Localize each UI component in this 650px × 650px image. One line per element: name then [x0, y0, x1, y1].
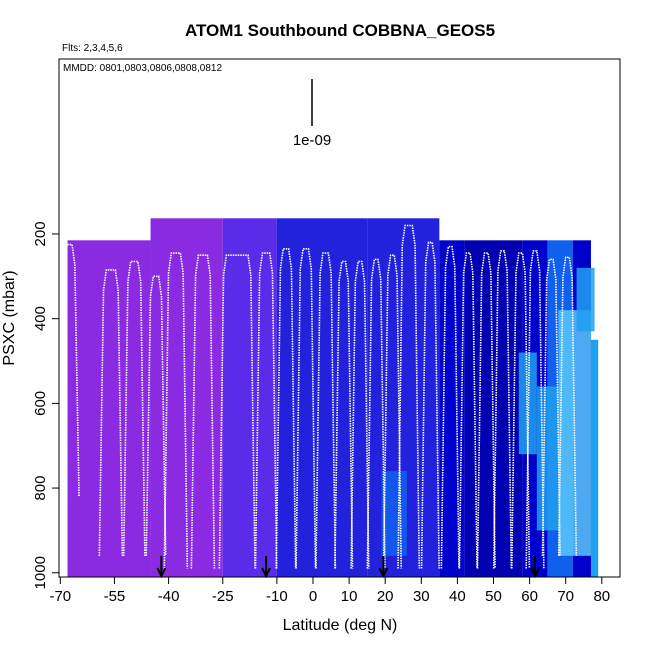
x-tick-label: -10 — [266, 588, 288, 605]
flight-profile — [541, 258, 561, 556]
flight-profile — [254, 252, 278, 569]
flight-profile — [440, 245, 460, 569]
heatmap-patch — [381, 471, 407, 556]
x-tick-label: 70 — [557, 588, 574, 605]
heatmap-column — [222, 218, 277, 577]
flight-profile — [476, 252, 496, 569]
flight-profile — [190, 254, 216, 569]
flight-profile — [420, 241, 440, 569]
heatmap-patch — [576, 267, 595, 332]
heatmap-column — [590, 339, 599, 577]
flight-profile — [458, 252, 478, 569]
flight-profiles — [59, 224, 578, 569]
x-tick-label: 0 — [309, 588, 317, 605]
arrow-head — [378, 567, 389, 579]
heatmap-column — [67, 240, 151, 577]
y-tick-label: 1000 — [32, 556, 49, 589]
flight-profile — [510, 252, 531, 569]
flight-profile — [98, 269, 124, 556]
flight-profile — [366, 258, 386, 569]
flight-profile — [295, 247, 317, 569]
y-tick-label: 800 — [32, 476, 49, 501]
arrow-marker — [156, 556, 167, 579]
x-tick-label: 40 — [449, 588, 466, 605]
scale-legend: 1e-09 — [293, 79, 331, 149]
x-tick-label: 80 — [593, 588, 610, 605]
flight-profile — [275, 247, 297, 569]
plot-frame — [58, 58, 621, 578]
x-tick-label: -70 — [49, 588, 71, 605]
y-tick-label: 400 — [32, 306, 49, 331]
flight-profile — [557, 256, 578, 556]
flights-note: Flts: 2,3,4,5,6 — [62, 43, 123, 54]
arrow-marker — [378, 556, 389, 579]
scale-legend-label: 1e-09 — [293, 132, 331, 149]
flight-profile — [382, 254, 403, 569]
x-axis-label: Latitude (deg N) — [283, 617, 398, 634]
plot-area — [59, 218, 599, 577]
flight-profile — [145, 275, 167, 556]
x-tick-label: 20 — [377, 588, 394, 605]
flight-profile — [492, 250, 513, 569]
chart-title: ATOM1 Southbound COBBNA_GEOS5 — [185, 21, 495, 40]
flight-profile — [163, 252, 189, 569]
y-axis-label: PSXC (mbar) — [1, 270, 18, 365]
arrow-marker — [530, 556, 540, 579]
y-tick-label: 200 — [32, 221, 49, 246]
dates-note: MMDD: 0801,0803,0806,0808,0812 — [63, 63, 222, 74]
x-tick-label: 30 — [413, 588, 430, 605]
arrow-head — [156, 567, 167, 579]
flight-profile — [334, 260, 354, 569]
arrows — [156, 556, 540, 579]
arrow-marker — [261, 556, 271, 579]
arrow-head — [261, 567, 271, 579]
arrow-head — [530, 567, 540, 579]
x-tick-label: 60 — [521, 588, 538, 605]
x-tick-label: -55 — [104, 588, 126, 605]
heatmap-patch — [536, 386, 559, 531]
x-tick-label: 50 — [485, 588, 502, 605]
y-axis: 200 400 600 800 1000 — [32, 221, 59, 589]
x-tick-label: 10 — [341, 588, 358, 605]
heatmap-column — [439, 240, 465, 577]
x-tick-label: -25 — [212, 588, 234, 605]
flight-profile — [315, 252, 337, 569]
flight-profile — [350, 260, 370, 569]
flight-profile — [525, 250, 545, 569]
x-tick-label: -40 — [158, 588, 180, 605]
x-axis: -70 -55 -40 -25 -10 0 10 20 30 40 50 60 70 80 — [49, 577, 610, 605]
y-tick-label: 600 — [32, 391, 49, 416]
flight-profile — [122, 260, 146, 556]
flight-profile — [59, 243, 80, 497]
